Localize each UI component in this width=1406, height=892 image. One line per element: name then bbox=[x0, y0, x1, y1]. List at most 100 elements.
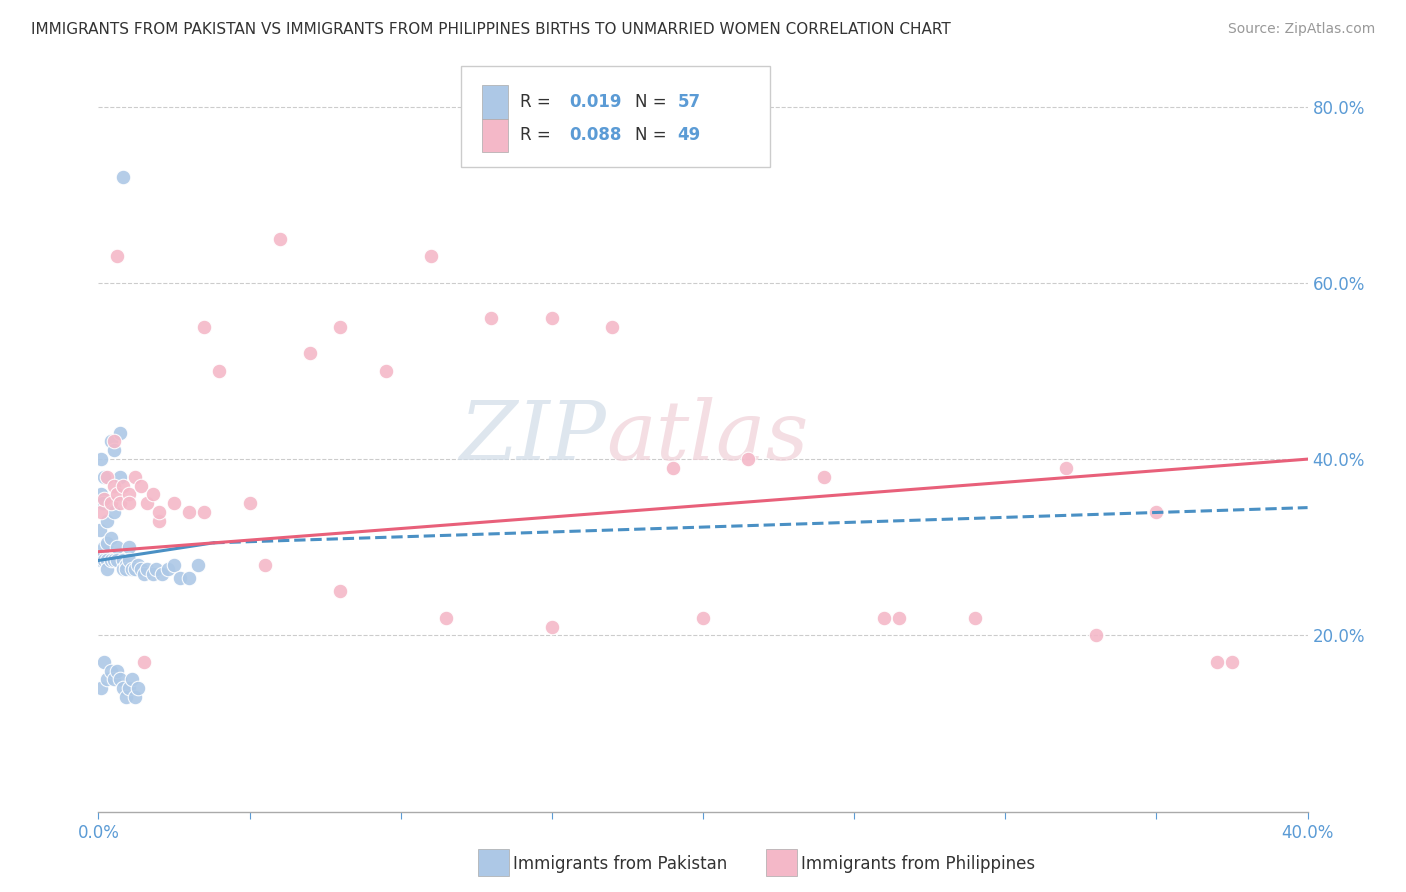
Text: ZIP: ZIP bbox=[460, 397, 606, 477]
Point bbox=[118, 553, 141, 567]
Point bbox=[179, 571, 201, 585]
Text: N =: N = bbox=[636, 127, 672, 145]
Point bbox=[132, 566, 155, 581]
Point bbox=[90, 505, 112, 519]
Point bbox=[111, 169, 134, 184]
Point bbox=[100, 496, 122, 510]
Point bbox=[145, 562, 167, 576]
Point bbox=[889, 611, 911, 625]
Point bbox=[481, 311, 503, 326]
Point bbox=[111, 562, 134, 576]
Point bbox=[103, 478, 125, 492]
Point bbox=[208, 364, 231, 378]
Point bbox=[96, 514, 118, 528]
Point bbox=[96, 553, 118, 567]
Point bbox=[93, 553, 115, 567]
Point bbox=[114, 558, 136, 572]
Point bbox=[129, 478, 152, 492]
Point bbox=[105, 487, 128, 501]
Point bbox=[118, 681, 141, 696]
Point bbox=[121, 673, 143, 687]
Point bbox=[114, 690, 136, 705]
Point bbox=[91, 496, 114, 510]
FancyBboxPatch shape bbox=[482, 85, 509, 119]
Point bbox=[118, 541, 141, 555]
Text: Immigrants from Philippines: Immigrants from Philippines bbox=[801, 855, 1036, 873]
Point bbox=[89, 523, 111, 537]
Point bbox=[105, 553, 128, 567]
Point bbox=[111, 681, 134, 696]
Point bbox=[124, 562, 146, 576]
FancyBboxPatch shape bbox=[461, 66, 769, 168]
Point bbox=[96, 469, 118, 483]
Point bbox=[813, 469, 835, 483]
Point bbox=[873, 611, 896, 625]
Point bbox=[187, 558, 209, 572]
Point bbox=[127, 558, 149, 572]
Point bbox=[1085, 628, 1108, 642]
Point bbox=[193, 505, 215, 519]
Point bbox=[239, 496, 262, 510]
Point bbox=[1220, 655, 1243, 669]
Point bbox=[269, 232, 291, 246]
Point bbox=[142, 566, 165, 581]
Point bbox=[93, 541, 115, 555]
Point bbox=[661, 461, 683, 475]
Point bbox=[329, 584, 352, 599]
Text: R =: R = bbox=[520, 127, 557, 145]
Text: 57: 57 bbox=[678, 93, 700, 111]
Point bbox=[96, 562, 118, 576]
Point bbox=[150, 566, 173, 581]
Point bbox=[129, 562, 152, 576]
Text: 0.088: 0.088 bbox=[569, 127, 621, 145]
Point bbox=[96, 673, 118, 687]
Text: IMMIGRANTS FROM PAKISTAN VS IMMIGRANTS FROM PHILIPPINES BIRTHS TO UNMARRIED WOME: IMMIGRANTS FROM PAKISTAN VS IMMIGRANTS F… bbox=[31, 22, 950, 37]
Point bbox=[105, 249, 128, 263]
Point bbox=[108, 673, 131, 687]
Text: N =: N = bbox=[636, 93, 672, 111]
Point bbox=[692, 611, 714, 625]
Point bbox=[193, 319, 215, 334]
Point bbox=[91, 549, 114, 563]
Point bbox=[103, 673, 125, 687]
Point bbox=[127, 681, 149, 696]
Point bbox=[135, 496, 157, 510]
Point bbox=[103, 553, 125, 567]
Point bbox=[90, 553, 112, 567]
Point bbox=[118, 487, 141, 501]
Point bbox=[420, 249, 443, 263]
Point bbox=[103, 505, 125, 519]
Point bbox=[1206, 655, 1229, 669]
Point bbox=[124, 469, 146, 483]
Point bbox=[90, 452, 112, 467]
Text: 0.019: 0.019 bbox=[569, 93, 621, 111]
Point bbox=[111, 553, 134, 567]
Point bbox=[121, 562, 143, 576]
Point bbox=[163, 496, 186, 510]
Point bbox=[540, 311, 562, 326]
Point bbox=[90, 681, 112, 696]
Point bbox=[124, 690, 146, 705]
Point bbox=[132, 655, 155, 669]
Point bbox=[93, 469, 115, 483]
Point bbox=[374, 364, 396, 378]
Point bbox=[169, 571, 191, 585]
Point bbox=[737, 452, 759, 467]
Point bbox=[105, 541, 128, 555]
Point bbox=[93, 655, 115, 669]
Point bbox=[108, 496, 131, 510]
Point bbox=[100, 664, 122, 678]
Point bbox=[100, 553, 122, 567]
Text: R =: R = bbox=[520, 93, 557, 111]
Point bbox=[118, 496, 141, 510]
Point bbox=[96, 536, 118, 550]
Text: 49: 49 bbox=[678, 127, 700, 145]
Point bbox=[179, 505, 201, 519]
Point bbox=[253, 558, 276, 572]
Point bbox=[90, 487, 112, 501]
Text: Immigrants from Pakistan: Immigrants from Pakistan bbox=[513, 855, 727, 873]
Point bbox=[142, 487, 165, 501]
Point bbox=[299, 346, 322, 360]
FancyBboxPatch shape bbox=[482, 119, 509, 153]
Point bbox=[1144, 505, 1167, 519]
